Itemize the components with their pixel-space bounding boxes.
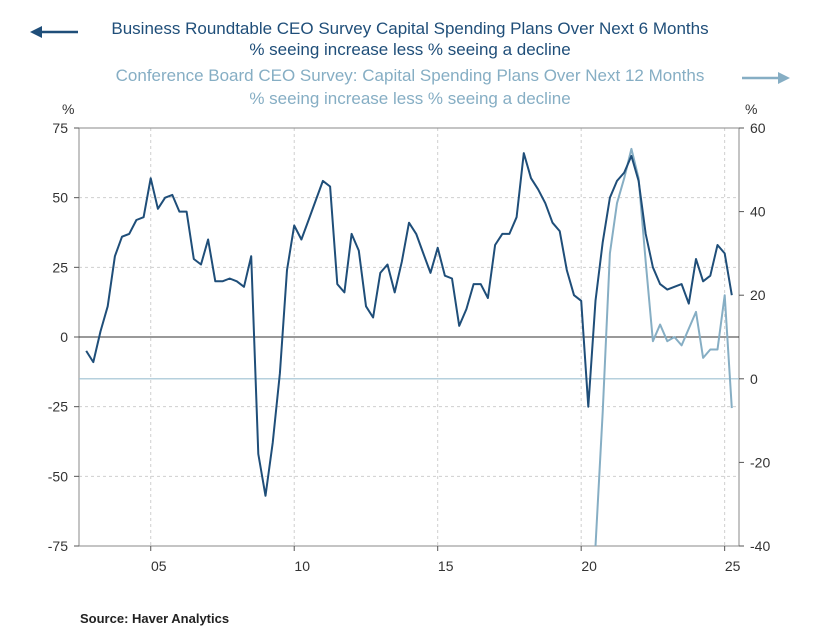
left-tick-label: 0 bbox=[60, 329, 68, 345]
series1-title-line1: Business Roundtable CEO Survey Capital S… bbox=[111, 19, 708, 38]
left-tick-label: 50 bbox=[52, 190, 68, 206]
right-axis-ticks: 60 40 20 0 -20 -40 bbox=[739, 120, 770, 554]
series1-title-line2: % seeing increase less % seeing a declin… bbox=[249, 40, 570, 59]
x-axis-ticks: 05 10 15 20 25 bbox=[150, 546, 741, 574]
source-note: Source: Haver Analytics bbox=[80, 611, 230, 626]
x-tick-label: 15 bbox=[438, 558, 454, 574]
left-axis-label: % bbox=[62, 101, 74, 117]
x-tick-label: 25 bbox=[725, 558, 741, 574]
left-tick-label: -75 bbox=[48, 538, 68, 554]
right-tick-label: -20 bbox=[750, 454, 770, 470]
series2-title-line1: Conference Board CEO Survey: Capital Spe… bbox=[116, 66, 705, 85]
right-tick-label: 20 bbox=[750, 287, 766, 303]
left-tick-label: 25 bbox=[52, 259, 68, 275]
right-tick-label: 40 bbox=[750, 204, 766, 220]
right-tick-label: -40 bbox=[750, 538, 770, 554]
left-tick-label: -50 bbox=[48, 468, 68, 484]
left-tick-label: 75 bbox=[52, 120, 68, 136]
series2-title-line2: % seeing increase less % seeing a declin… bbox=[249, 89, 570, 108]
legend-arrow-right-icon bbox=[742, 72, 790, 84]
right-tick-label: 60 bbox=[750, 120, 766, 136]
legend: Business Roundtable CEO Survey Capital S… bbox=[30, 19, 790, 108]
right-axis-label: % bbox=[745, 101, 757, 117]
left-axis-ticks: 75 50 25 0 -25 -50 -75 bbox=[48, 120, 79, 554]
x-tick-label: 05 bbox=[151, 558, 167, 574]
right-tick-label: 0 bbox=[750, 371, 758, 387]
series1-line bbox=[85, 152, 733, 497]
left-tick-label: -25 bbox=[48, 399, 68, 415]
x-tick-label: 20 bbox=[581, 558, 597, 574]
legend-arrow-left-icon bbox=[30, 26, 78, 38]
x-tick-label: 10 bbox=[294, 558, 310, 574]
gridlines bbox=[79, 128, 739, 546]
series2-line bbox=[594, 147, 733, 547]
